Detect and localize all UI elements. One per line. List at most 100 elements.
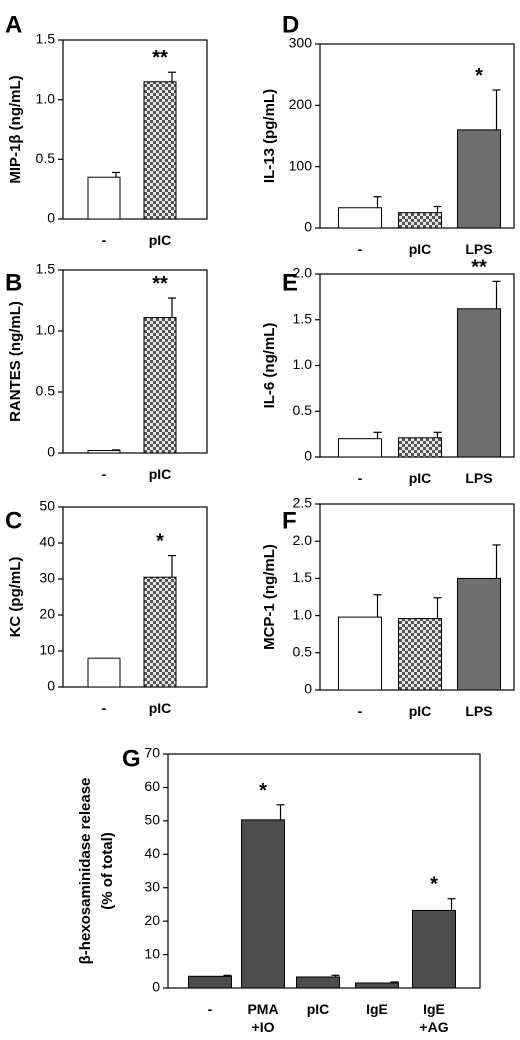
y-tick-label: 1.0 [36, 90, 56, 106]
x-category-label: pIC [149, 466, 172, 482]
panel-letter: F [282, 507, 297, 534]
y-tick-label: 0 [304, 219, 312, 235]
y-tick-label: 200 [289, 96, 313, 112]
y-tick-label: 100 [289, 157, 313, 173]
y-tick-label: 1.5 [36, 261, 56, 277]
y-axis-label: IL-13 (pg/mL) [261, 89, 278, 183]
x-category-label: IgE [423, 1001, 445, 1017]
y-axis-label-line2: (% of total) [99, 832, 116, 909]
panel-letter: G [122, 745, 141, 772]
y-tick-label: 30 [144, 878, 160, 894]
y-tick-label: 0.5 [293, 644, 313, 660]
y-tick-label: 10 [144, 945, 160, 961]
x-category-label: PMA [247, 1001, 278, 1017]
bar-1 [87, 450, 121, 454]
y-tick-label: 0 [304, 681, 312, 697]
x-category-label: pIC [409, 470, 432, 486]
x-category-label: - [358, 241, 363, 257]
x-category-label: - [358, 470, 363, 486]
panel-e: E 0 0.5 1.0 1.5 2.0 IL-6 (ng/mL) - pIC ** LPS [261, 256, 515, 486]
bar-1 [188, 975, 232, 989]
y-tick-label: 2.0 [293, 265, 313, 281]
panel-d: D 0 100 200 300 IL-13 (pg/mL) - pIC * LPS [261, 11, 515, 257]
bar-2 [143, 81, 177, 220]
y-tick-label: 50 [144, 812, 160, 828]
y-tick-label: 1.5 [36, 31, 56, 47]
y-tick-label: 0 [152, 979, 160, 995]
significance-marker: * [475, 65, 483, 87]
panel-b: B 0 0.5 1.0 1.5 RANTES (ng/mL) - ** pIC [5, 261, 208, 482]
plot-frame [62, 506, 208, 688]
significance-marker: * [430, 874, 438, 896]
y-tick-label: 40 [39, 534, 55, 550]
panel-a: A 0 0.5 1.0 1.5 MIP-1β (ng/mL) - ** pIC [5, 11, 208, 248]
y-tick-label: 30 [39, 570, 55, 586]
y-axis-label: MIP-1β (ng/mL) [7, 75, 24, 183]
panel-letter: E [282, 269, 298, 296]
y-tick-label: 2.5 [293, 495, 313, 511]
y-tick-label: 0.5 [36, 383, 56, 399]
y-tick-label: 50 [39, 498, 55, 514]
bar-3 [457, 129, 501, 229]
plot-frame [62, 39, 208, 220]
x-category-label: LPS [465, 470, 492, 486]
significance-marker: ** [152, 273, 168, 295]
bar-3 [296, 976, 340, 989]
bar-3 [457, 308, 501, 458]
bar-2 [143, 317, 177, 454]
y-tick-label: 20 [144, 912, 160, 928]
bar-1 [338, 438, 382, 458]
panel-c: C 0 10 20 30 40 50 KC (pg/mL) - * pIC [5, 498, 208, 716]
y-axis-label: RANTES (ng/mL) [7, 301, 24, 422]
significance-marker: * [156, 531, 164, 553]
x-category-label: - [208, 1001, 213, 1017]
panel-letter: C [5, 507, 22, 534]
bar-2 [398, 212, 442, 229]
bar-1 [87, 657, 121, 688]
bar-1 [87, 176, 121, 220]
y-tick-label: 0.5 [293, 402, 313, 418]
bar-2 [241, 819, 285, 989]
panel-f: F 0 0.5 1.0 1.5 2.0 2.5 MCP-1 (ng/mL) - pIC LPS [261, 495, 515, 719]
y-axis-label: IL-6 (ng/mL) [261, 323, 278, 409]
panel-letter: A [5, 11, 22, 38]
bar-2 [398, 437, 442, 458]
significance-marker: ** [152, 47, 168, 69]
x-category-label: IgE [366, 1001, 388, 1017]
y-tick-label: 300 [289, 35, 313, 51]
x-category-label: - [358, 703, 363, 719]
bar-1 [338, 207, 382, 229]
y-tick-label: 0 [304, 448, 312, 464]
x-category-label: pIC [307, 1001, 330, 1017]
x-category-label: LPS [465, 703, 492, 719]
bar-2 [143, 576, 177, 688]
y-tick-label: 1.5 [293, 310, 313, 326]
y-axis-label: β-hexosaminidase release [77, 778, 94, 965]
bar-5 [412, 909, 456, 989]
x-category-label: - [102, 232, 107, 248]
y-tick-label: 1.5 [293, 569, 313, 585]
bar-3 [457, 577, 501, 691]
plot-frame [62, 269, 208, 454]
y-tick-label: 10 [39, 642, 55, 658]
x-category-label: +AG [419, 1019, 448, 1035]
x-category-label: LPS [465, 241, 492, 257]
x-category-label: - [102, 466, 107, 482]
y-axis-label: MCP-1 (ng/mL) [261, 544, 278, 650]
significance-marker: ** [471, 256, 487, 278]
y-tick-label: 20 [39, 606, 55, 622]
panel-letter: D [282, 11, 299, 38]
panel-letter: B [5, 269, 22, 296]
bar-4 [355, 982, 399, 989]
y-tick-label: 1.0 [293, 606, 313, 622]
significance-marker: * [259, 780, 267, 802]
panel-g: G 0 10 20 30 40 50 60 70 β-hexosaminidase release… [77, 745, 481, 1035]
x-category-label: pIC [149, 700, 172, 716]
y-tick-label: 0.5 [36, 150, 56, 166]
x-category-label: +IO [252, 1019, 275, 1035]
x-category-label: pIC [409, 241, 432, 257]
y-tick-label: 0 [47, 678, 55, 694]
y-tick-label: 1.0 [293, 356, 313, 372]
bar-1 [338, 616, 382, 691]
